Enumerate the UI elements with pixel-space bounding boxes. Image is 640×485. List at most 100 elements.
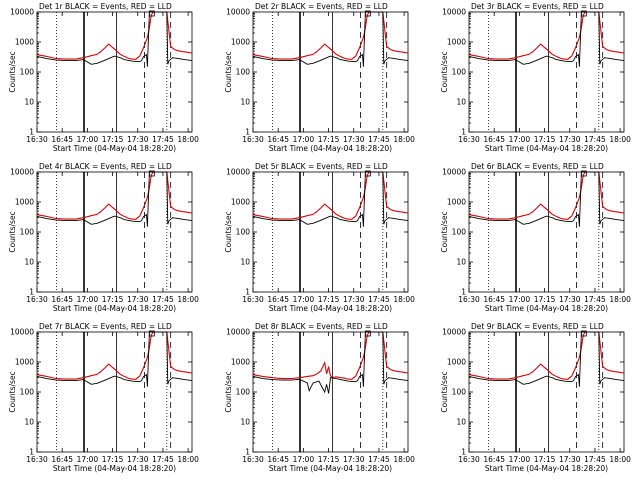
y-axis-label: Counts/sec (224, 51, 233, 92)
y-tick-label: 10000 (10, 8, 34, 17)
x-axis-label: Start Time (04-May-04 18:28:20) (53, 464, 176, 473)
x-tick-label: 16:45 (51, 455, 73, 464)
y-tick-label: 1000 (15, 198, 34, 207)
y-tick-label: 10000 (226, 328, 250, 337)
series-lld (468, 331, 625, 380)
panel-det-4: Det 4r BLACK = Events, RED = LLD 1 10 100 10… (8, 162, 199, 313)
x-tick-label: 17:00 (293, 135, 315, 144)
x-tick-label: 17:15 (534, 455, 556, 464)
series-events (468, 11, 625, 67)
x-tick-label: 17:00 (509, 135, 531, 144)
x-axis-label: Start Time (04-May-04 18:28:20) (485, 144, 608, 153)
x-tick-label: 18:00 (609, 295, 631, 304)
series-events (252, 331, 409, 394)
peak-marker (364, 330, 371, 337)
series-lld (252, 171, 409, 220)
x-tick-label: 17:30 (127, 455, 149, 464)
x-tick-label: 16:45 (51, 295, 73, 304)
x-tick-label: 17:30 (127, 135, 149, 144)
x-tick-label: 16:30 (242, 455, 264, 464)
x-tick-label: 17:15 (102, 455, 124, 464)
y-tick-label: 1 (245, 128, 250, 137)
x-tick-label: 17:30 (343, 135, 365, 144)
y-tick-label: 10000 (442, 8, 466, 17)
x-tick-label: 16:45 (483, 455, 505, 464)
y-tick-label: 10 (24, 418, 34, 427)
y-tick-label: 1 (245, 448, 250, 457)
panel-title: Det 5r BLACK = Events, RED = LLD (255, 162, 388, 171)
panel-det-7: Det 7r BLACK = Events, RED = LLD 1 10 100 10… (8, 322, 199, 473)
x-tick-label: 16:30 (242, 135, 264, 144)
x-tick-label: 17:30 (559, 455, 581, 464)
x-tick-label: 17:00 (77, 455, 99, 464)
x-tick-label: 17:00 (293, 295, 315, 304)
y-tick-label: 100 (236, 68, 251, 77)
x-tick-label: 17:30 (343, 295, 365, 304)
x-tick-label: 16:30 (458, 295, 480, 304)
y-axis-label: Counts/sec (224, 211, 233, 252)
y-tick-label: 1 (461, 448, 466, 457)
x-axis-label: Start Time (04-May-04 18:28:20) (269, 304, 392, 313)
panel-title: Det 8r BLACK = Events, RED = LLD (255, 322, 388, 331)
x-tick-label: 17:15 (318, 455, 340, 464)
y-tick-label: 1 (29, 448, 34, 457)
y-tick-label: 100 (236, 228, 251, 237)
peak-marker (364, 170, 371, 177)
panel-det-8: Det 8r BLACK = Events, RED = LLD 1 10 100 10… (224, 322, 415, 473)
panel-det-9: Det 9r BLACK = Events, RED = LLD 1 10 100 10… (440, 322, 631, 473)
panel-title: Det 1r BLACK = Events, RED = LLD (39, 2, 172, 11)
y-axis-label: Counts/sec (440, 51, 449, 92)
x-tick-label: 17:00 (77, 295, 99, 304)
y-tick-label: 1000 (15, 358, 34, 367)
y-tick-label: 1000 (231, 198, 250, 207)
x-tick-label: 17:45 (368, 295, 390, 304)
y-tick-label: 10 (456, 418, 466, 427)
panel-det-1: Det 1r BLACK = Events, RED = LLD 1 10 100 10… (8, 2, 199, 153)
x-tick-label: 16:30 (458, 135, 480, 144)
y-axis-label: Counts/sec (440, 211, 449, 252)
x-tick-label: 17:45 (152, 135, 174, 144)
series-events (36, 11, 193, 67)
series-lld (468, 11, 625, 60)
series-lld (36, 11, 193, 60)
y-tick-label: 1 (29, 128, 34, 137)
y-tick-label: 1000 (447, 38, 466, 47)
x-tick-label: 17:45 (152, 295, 174, 304)
x-tick-label: 18:00 (177, 135, 199, 144)
x-tick-label: 16:30 (458, 455, 480, 464)
x-tick-label: 16:45 (267, 135, 289, 144)
peak-marker (580, 10, 587, 17)
x-tick-label: 16:45 (483, 135, 505, 144)
x-tick-label: 17:15 (102, 295, 124, 304)
y-tick-label: 1000 (231, 358, 250, 367)
x-axis-label: Start Time (04-May-04 18:28:20) (53, 144, 176, 153)
panel-det-6: Det 6r BLACK = Events, RED = LLD 1 10 100 10… (440, 162, 631, 313)
series-lld (468, 171, 625, 220)
x-tick-label: 18:00 (177, 295, 199, 304)
x-tick-label: 17:15 (534, 295, 556, 304)
y-tick-label: 1000 (447, 358, 466, 367)
x-tick-label: 16:30 (26, 295, 48, 304)
x-tick-label: 17:30 (559, 135, 581, 144)
x-tick-label: 17:15 (534, 135, 556, 144)
x-tick-label: 17:45 (584, 135, 606, 144)
y-tick-label: 100 (20, 68, 35, 77)
series-lld (252, 331, 409, 380)
panel-title: Det 7r BLACK = Events, RED = LLD (39, 322, 172, 331)
panel-det-5: Det 5r BLACK = Events, RED = LLD 1 10 100 10… (224, 162, 415, 313)
x-tick-label: 17:15 (318, 295, 340, 304)
panel-title: Det 6r BLACK = Events, RED = LLD (471, 162, 604, 171)
series-events (36, 331, 193, 387)
x-tick-label: 16:45 (267, 455, 289, 464)
x-tick-label: 18:00 (177, 455, 199, 464)
panel-title: Det 2r BLACK = Events, RED = LLD (255, 2, 388, 11)
x-axis-label: Start Time (04-May-04 18:28:20) (485, 304, 608, 313)
panel-det-2: Det 2r BLACK = Events, RED = LLD 1 10 100 10… (224, 2, 415, 153)
peak-marker (148, 330, 155, 337)
x-axis-label: Start Time (04-May-04 18:28:20) (269, 464, 392, 473)
x-axis-label: Start Time (04-May-04 18:28:20) (53, 304, 176, 313)
y-tick-label: 100 (452, 68, 467, 77)
x-tick-label: 18:00 (609, 455, 631, 464)
y-tick-label: 10000 (442, 328, 466, 337)
